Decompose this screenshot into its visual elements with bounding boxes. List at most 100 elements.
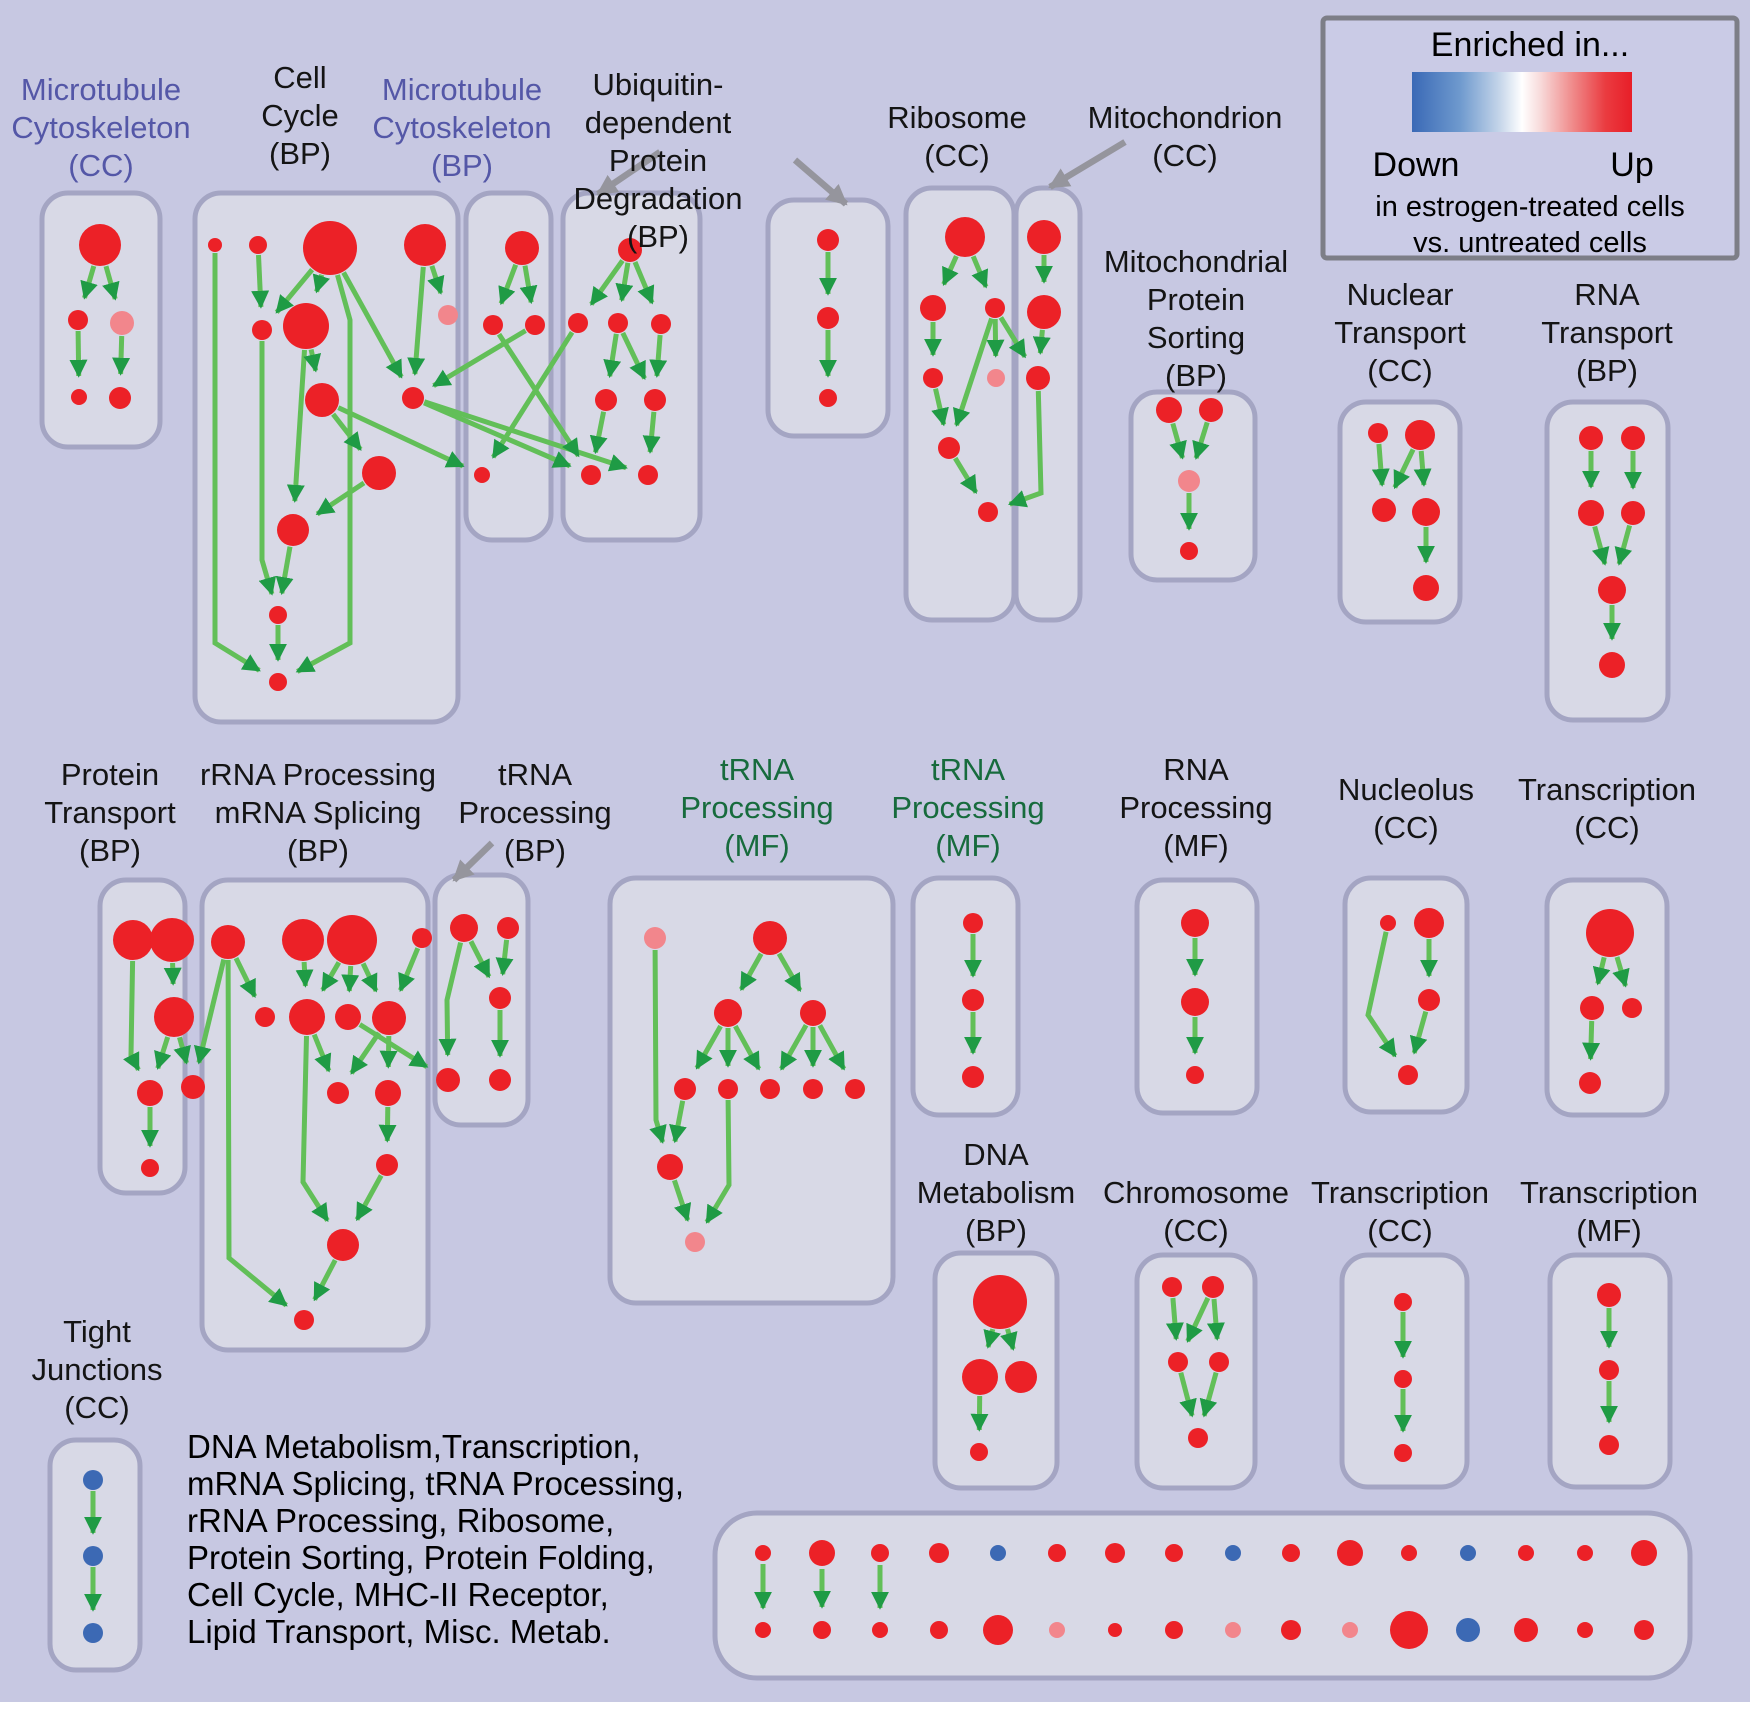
label-cc-line-3: (BP) (269, 136, 331, 171)
label-mtcc-line-3: (CC) (68, 148, 133, 183)
label-rr-line-3: (BP) (287, 833, 349, 868)
node-pt5 (181, 1075, 205, 1099)
strip-dot-bottom-7 (1108, 1623, 1122, 1637)
label-mtbp-line-3: (BP) (431, 148, 493, 183)
legend-gradient-bar (1412, 72, 1632, 132)
label-tb-line-1: tRNA (498, 757, 572, 792)
strip-dot-bottom-13 (1456, 1618, 1480, 1642)
node-mtbp4 (474, 467, 490, 483)
node-t3c (1599, 1435, 1619, 1455)
strip-dot-top-15 (1577, 1545, 1593, 1561)
label-mito-line-2: (CC) (1152, 138, 1217, 173)
node-nu2 (1414, 908, 1444, 938)
label-ub-line-5: (BP) (627, 219, 689, 254)
node-mps2 (1199, 398, 1223, 422)
node-tc2 (1580, 996, 1604, 1020)
node-cc4 (404, 224, 446, 266)
node-dm1 (973, 1275, 1027, 1329)
strip-dot-bottom-1 (755, 1622, 771, 1638)
strip-dot-bottom-3 (872, 1622, 888, 1638)
label-pt-line-3: (BP) (79, 833, 141, 868)
node-rt4 (1621, 501, 1645, 525)
label-rp-line-2: Processing (1119, 790, 1272, 825)
node-tb4 (436, 1068, 460, 1092)
strip-dot-bottom-9 (1225, 1622, 1241, 1638)
edge-rr3b-rr5 (387, 1107, 388, 1141)
label-ub-line-1: Ubiquitin- (593, 67, 724, 102)
label-rp-line-1: RNA (1163, 752, 1229, 787)
strip-dot-top-2 (809, 1540, 835, 1566)
node-tm2 (753, 921, 787, 955)
node-nt3 (1372, 498, 1396, 522)
node-tb1 (450, 914, 478, 942)
label-tc-line-2: (CC) (1574, 810, 1639, 845)
strip-dot-bottom-11 (1342, 1622, 1358, 1638)
label-tn-line-1: tRNA (931, 752, 1005, 787)
label-mps-line-1: Mitochondrial (1104, 244, 1288, 279)
strip-dot-top-1 (755, 1545, 771, 1561)
node-rr7 (294, 1310, 314, 1330)
node-cc9 (402, 387, 424, 409)
node-rt3 (1578, 500, 1604, 526)
node-dm2 (962, 1359, 998, 1395)
node-ub2a (568, 313, 588, 333)
label-tn-line-3: (MF) (935, 828, 1000, 863)
notes-line-3: rRNA Processing, Ribosome, (187, 1502, 614, 1539)
edge-ch2-ch4 (1214, 1299, 1217, 1339)
label-cc-line-1: Cell (273, 60, 326, 95)
node-pt2 (150, 918, 194, 962)
node-mps4 (1180, 542, 1198, 560)
label-nt-line-1: Nuclear (1347, 277, 1454, 312)
node-cc3 (303, 221, 357, 275)
node-ch1 (1162, 1277, 1182, 1297)
strip-dot-top-10 (1282, 1544, 1300, 1562)
label-mps-line-2: Protein (1147, 282, 1245, 317)
node-pt6 (141, 1159, 159, 1177)
strip-dot-top-3 (871, 1544, 889, 1562)
node-rib6 (938, 437, 960, 459)
node-rr2b (289, 999, 325, 1035)
node-mito3 (1026, 366, 1050, 390)
edge-rr2-rr2b (304, 962, 305, 986)
node-t2a (1394, 1293, 1412, 1311)
label-mtbp-line-1: Microtubule (382, 72, 542, 107)
node-t3b (1599, 1360, 1619, 1380)
node-rib7 (978, 502, 998, 522)
strip-dot-top-7 (1105, 1543, 1125, 1563)
node-tm6 (718, 1079, 738, 1099)
node-cc12 (269, 606, 287, 624)
strip-dot-bottom-4 (930, 1621, 948, 1639)
notes-line-6: Lipid Transport, Misc. Metab. (187, 1613, 611, 1650)
node-pt4 (137, 1080, 163, 1106)
node-t2b (1394, 1370, 1412, 1388)
strip-dot-top-9 (1225, 1545, 1241, 1561)
label-rt-line-2: Transport (1541, 315, 1673, 350)
edge-ch1-ch3 (1173, 1298, 1176, 1339)
cluster-box-ch (1137, 1255, 1255, 1488)
strip-layer (715, 1513, 1690, 1678)
label-rib-line-1: Ribosome (887, 100, 1027, 135)
node-rt5 (1598, 576, 1626, 604)
node-tm10 (657, 1154, 683, 1180)
legend-subtitle-1: in estrogen-treated cells (1375, 191, 1685, 223)
node-cc2 (249, 236, 267, 254)
node-ub2c (651, 314, 671, 334)
node-tm8 (803, 1079, 823, 1099)
node-v1 (817, 229, 839, 251)
node-tb5 (489, 1069, 511, 1091)
legend-title: Enriched in... (1431, 26, 1629, 64)
node-cc13 (269, 673, 287, 691)
strip-dot-top-4 (929, 1543, 949, 1563)
node-nt2 (1405, 420, 1435, 450)
label-mtcc-line-2: Cytoskeleton (11, 110, 190, 145)
strip-dot-bottom-15 (1577, 1622, 1593, 1638)
edge-nt1-nt3 (1379, 444, 1382, 485)
label-t3-line-2: (MF) (1576, 1213, 1641, 1248)
node-tc4 (1579, 1072, 1601, 1094)
notes-line-2: mRNA Splicing, tRNA Processing, (187, 1465, 684, 1502)
label-tm-line-2: Processing (680, 790, 833, 825)
node-v3 (819, 389, 837, 407)
node-tm5 (674, 1078, 696, 1100)
label-rib-line-2: (CC) (924, 138, 989, 173)
